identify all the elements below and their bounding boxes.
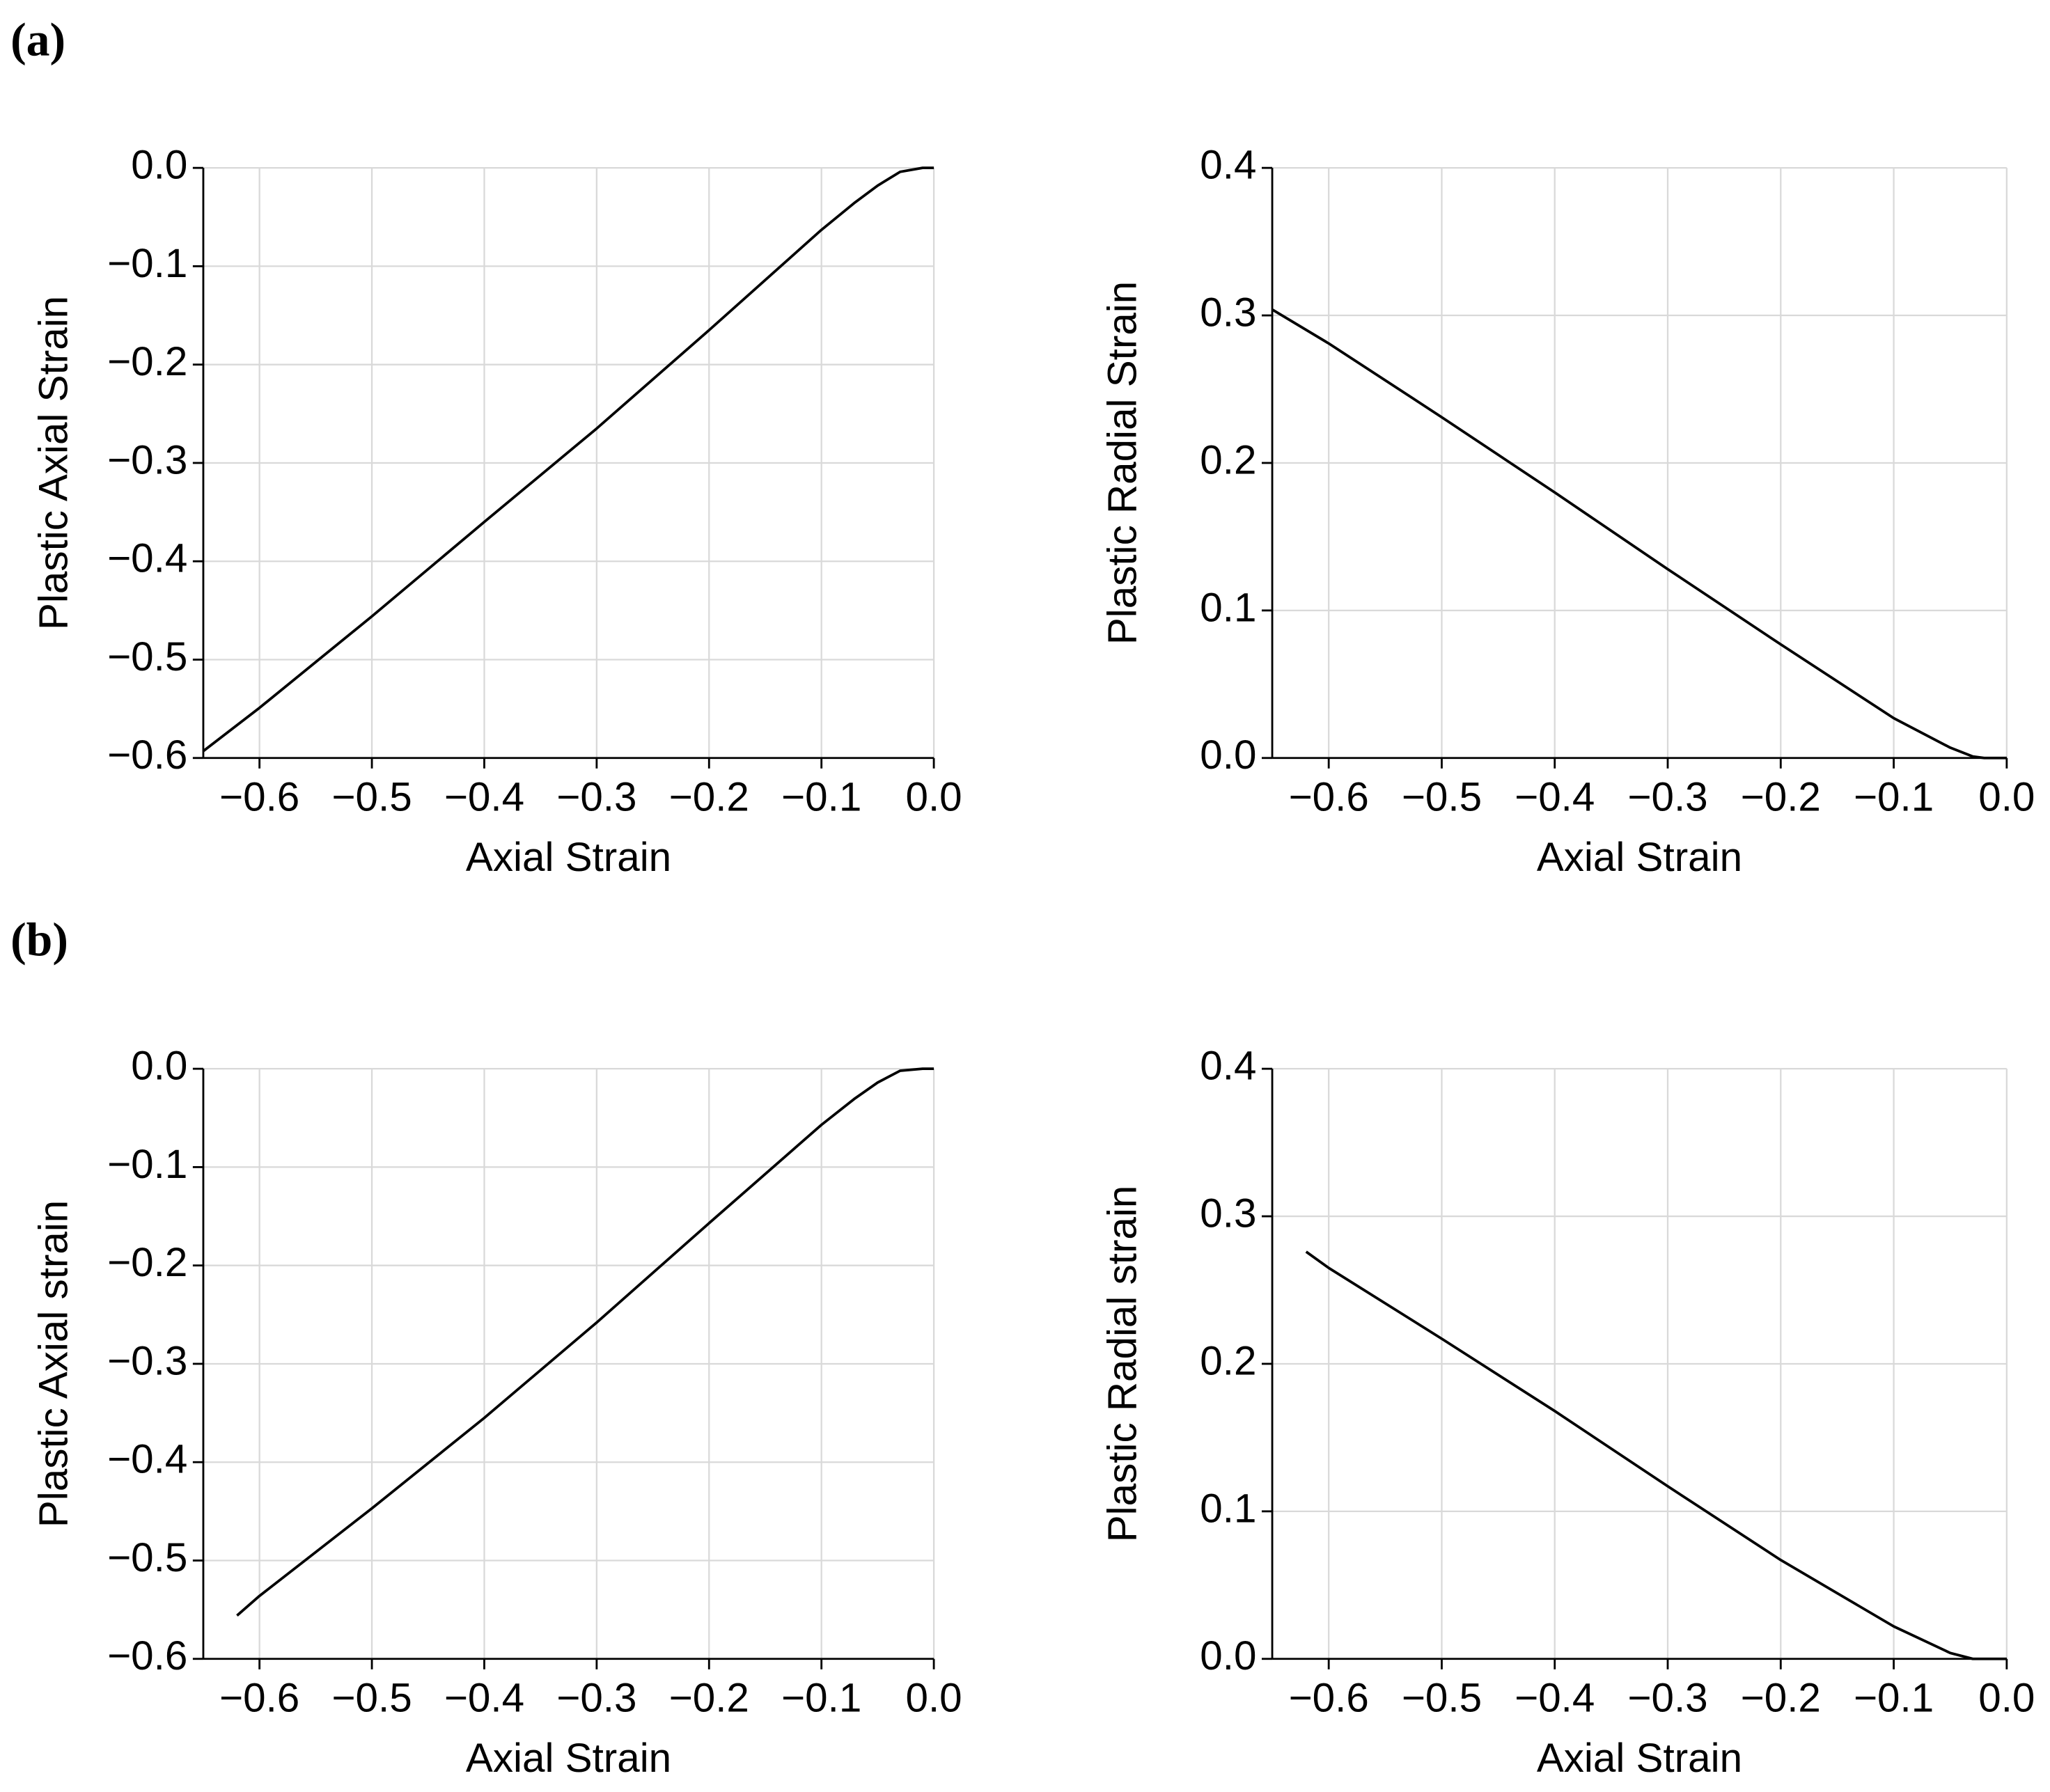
y-tick-label: −0.3 (107, 1338, 187, 1383)
y-axis-title: Plastic Axial strain (31, 1200, 76, 1527)
x-axis-title: Axial Strain (1537, 835, 1742, 880)
y-tick-label: 0.3 (1200, 290, 1256, 335)
x-tick-label: −0.5 (331, 774, 412, 819)
y-axis-title: Plastic Radial Strain (1100, 281, 1145, 645)
x-tick-label: −0.1 (781, 774, 861, 819)
x-tick-label: −0.2 (1741, 774, 1821, 819)
x-tick-label: −0.4 (444, 774, 524, 819)
y-tick-label: 0.0 (1200, 1633, 1256, 1679)
x-tick-label: 0.0 (906, 1675, 962, 1720)
y-tick-label: −0.2 (107, 339, 187, 384)
x-tick-label: −0.6 (1289, 774, 1369, 819)
data-line (202, 166, 934, 753)
x-tick-label: −0.3 (1627, 774, 1707, 819)
y-tick-label: 0.0 (1200, 732, 1256, 778)
y-axis-title: Plastic Axial Strain (31, 296, 76, 630)
x-tick-label: −0.6 (1289, 1675, 1369, 1720)
y-tick-label: −0.1 (107, 241, 187, 286)
x-tick-label: 0.0 (906, 774, 962, 819)
x-axis-title: Axial Strain (1537, 1736, 1742, 1781)
x-tick-label: −0.4 (1515, 1675, 1595, 1720)
x-tick-label: 0.0 (1978, 774, 2035, 819)
y-tick-label: −0.6 (107, 732, 187, 778)
data-line (236, 1067, 934, 1617)
y-axis-title: Plastic Radial strain (1100, 1186, 1145, 1543)
x-tick-label: −0.5 (1402, 1675, 1482, 1720)
y-tick-label: −0.5 (107, 1535, 187, 1580)
x-tick-label: −0.5 (1402, 774, 1482, 819)
x-tick-label: −0.4 (1515, 774, 1595, 819)
x-tick-label: −0.2 (669, 774, 749, 819)
x-tick-label: −0.1 (781, 1675, 861, 1720)
y-tick-label: −0.4 (107, 1437, 187, 1482)
y-tick-label: 0.2 (1200, 437, 1256, 482)
data-line (1272, 308, 2007, 760)
x-tick-label: −0.6 (219, 774, 299, 819)
y-tick-label: −0.1 (107, 1142, 187, 1187)
y-tick-label: 0.0 (131, 1044, 187, 1089)
data-line (1305, 1250, 2007, 1660)
x-tick-label: 0.0 (1978, 1675, 2035, 1720)
y-tick-label: −0.2 (107, 1240, 187, 1285)
x-tick-label: −0.1 (1854, 1675, 1934, 1720)
y-tick-label: −0.6 (107, 1633, 187, 1679)
y-tick-label: −0.4 (107, 536, 187, 581)
x-tick-label: −0.5 (331, 1675, 412, 1720)
x-axis-title: Axial Strain (466, 835, 671, 880)
x-tick-label: −0.2 (1741, 1675, 1821, 1720)
x-tick-label: −0.2 (669, 1675, 749, 1720)
y-tick-label: 0.1 (1200, 585, 1256, 630)
x-tick-label: −0.6 (219, 1675, 299, 1720)
y-tick-label: −0.3 (107, 437, 187, 482)
y-tick-label: −0.5 (107, 634, 187, 679)
y-tick-label: 0.4 (1200, 1044, 1256, 1089)
y-tick-label: 0.4 (1200, 143, 1256, 188)
y-tick-label: 0.2 (1200, 1338, 1256, 1383)
x-axis-title: Axial Strain (466, 1736, 671, 1781)
panel-label: (b) (10, 913, 68, 966)
x-tick-label: −0.4 (444, 1675, 524, 1720)
x-tick-label: −0.3 (556, 774, 636, 819)
panel-label: (a) (10, 14, 65, 66)
y-tick-label: 0.3 (1200, 1190, 1256, 1236)
x-tick-label: −0.1 (1854, 774, 1934, 819)
y-tick-label: 0.1 (1200, 1486, 1256, 1531)
x-tick-label: −0.3 (556, 1675, 636, 1720)
y-tick-label: 0.0 (131, 143, 187, 188)
x-tick-label: −0.3 (1627, 1675, 1707, 1720)
